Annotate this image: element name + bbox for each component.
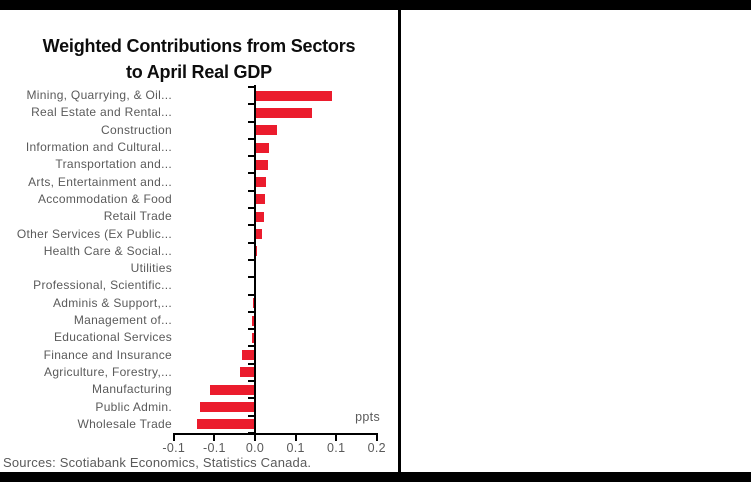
bar <box>255 142 269 153</box>
chart-title-line1: Weighted Contributions from Sectors <box>42 36 356 56</box>
y-axis-tick <box>248 345 256 348</box>
x-tick-label: 0.2 <box>367 441 386 455</box>
x-tick-label: -0.1 <box>162 441 186 455</box>
chart-title-line2: to April Real GDP <box>126 62 272 82</box>
x-tick-label: 0.0 <box>245 441 265 455</box>
y-axis-tick <box>248 397 256 400</box>
y-axis-tick <box>248 380 256 383</box>
y-axis-tick <box>248 137 256 140</box>
chart-title: Weighted Contributions from Sectors to A… <box>0 33 398 85</box>
y-axis-tick <box>248 155 256 158</box>
top-border-bar <box>0 0 751 10</box>
y-axis-tick <box>248 172 256 175</box>
source-note: Sources: Scotiabank Economics, Statistic… <box>3 455 312 470</box>
category-label: Management of... <box>73 313 172 327</box>
y-axis-tick <box>248 85 256 88</box>
y-axis-tick <box>248 276 256 279</box>
y-axis-tick <box>248 103 256 106</box>
x-axis-line <box>173 433 378 435</box>
bar <box>197 419 255 430</box>
bar <box>199 402 255 412</box>
x-axis-tick <box>254 433 256 441</box>
bar <box>255 194 265 205</box>
category-label: Wholesale Trade <box>77 416 172 431</box>
x-axis-tick <box>294 433 297 441</box>
y-axis-tick <box>248 189 256 192</box>
x-tick-label: 0.1 <box>327 441 346 455</box>
category-label: Adminis & Support,... <box>52 295 172 310</box>
y-axis-tick <box>248 241 256 244</box>
bar <box>240 367 255 378</box>
bar <box>255 177 267 188</box>
category-label: Arts, Entertainment and... <box>28 174 172 189</box>
x-axis-tick <box>213 433 216 441</box>
y-axis-tick <box>248 224 256 227</box>
category-label: Construction <box>101 122 172 137</box>
category-label: Manufacturing <box>92 382 172 397</box>
bar <box>255 125 277 136</box>
x-axis-tick <box>335 433 338 441</box>
x-tick-label: 0.1 <box>286 441 305 455</box>
bottom-border-bar <box>0 472 751 482</box>
category-label: Transportation and... <box>55 157 172 172</box>
category-label: Educational Services <box>53 330 172 345</box>
y-axis-tick <box>248 293 256 296</box>
category-label: Professional, Scientific... <box>33 278 172 293</box>
category-label: Real Estate and Rental... <box>31 105 172 120</box>
category-label: Agriculture, Forestry,... <box>44 364 172 379</box>
category-label: Information and Cultural... <box>25 140 172 154</box>
y-axis-tick <box>248 258 256 261</box>
y-axis-line <box>254 85 256 439</box>
bar <box>255 107 312 118</box>
category-label: Accommodation & Food <box>37 191 172 206</box>
category-label: Finance and Insurance <box>43 347 172 362</box>
bar <box>255 229 263 239</box>
category-label: Utilities <box>130 261 172 276</box>
category-label: Other Services (Ex Public... <box>16 226 172 241</box>
category-label: Public Admin. <box>95 399 172 414</box>
bar <box>255 211 264 222</box>
y-axis-tick <box>248 207 256 210</box>
y-axis-tick <box>248 120 256 123</box>
bar <box>255 90 333 101</box>
category-label: Retail Trade <box>103 209 172 224</box>
bar <box>251 332 255 343</box>
vertical-divider-line <box>398 0 401 482</box>
y-axis-tick <box>248 362 256 365</box>
category-label: Mining, Quarrying, & Oil... <box>26 88 172 103</box>
y-axis-tick <box>248 310 256 313</box>
bar <box>210 384 255 395</box>
x-axis-tick <box>375 433 378 441</box>
y-axis-tick <box>248 328 256 331</box>
bar <box>251 315 255 326</box>
bar <box>242 350 255 361</box>
x-tick-label: -0.1 <box>203 441 226 455</box>
y-axis-tick <box>248 431 256 434</box>
y-axis-tick <box>248 414 256 417</box>
category-label: Health Care & Social... <box>43 243 172 258</box>
x-axis-tick <box>172 433 175 441</box>
bar <box>255 159 268 170</box>
axis-unit-label: ppts <box>355 410 380 424</box>
